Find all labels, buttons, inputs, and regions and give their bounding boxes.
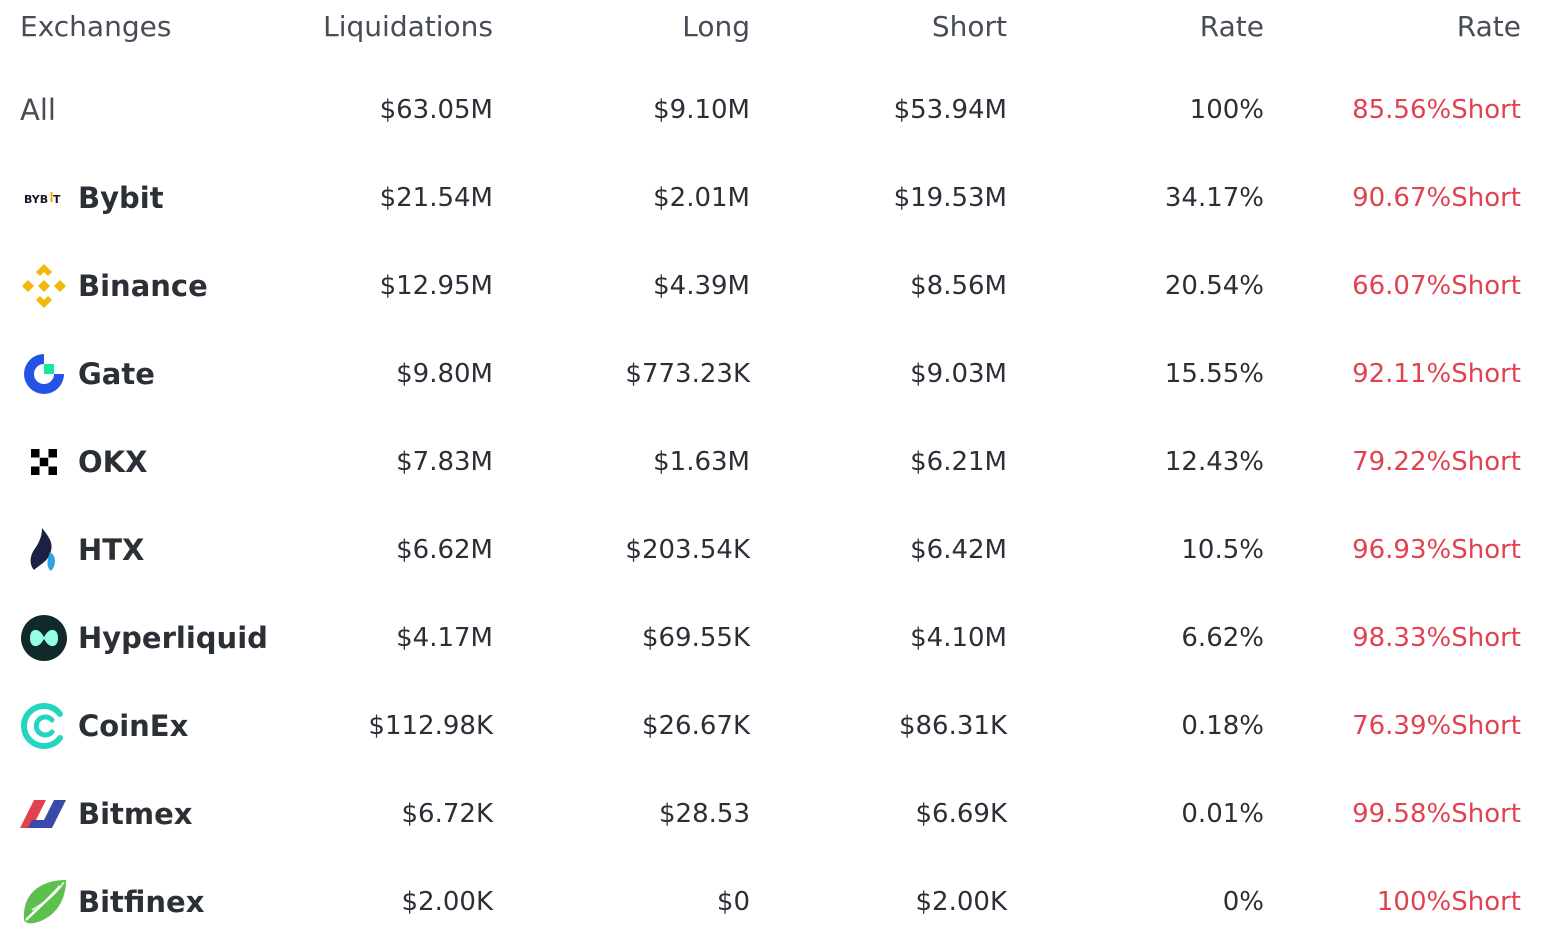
- short-value: $6.42M: [910, 535, 1007, 565]
- exchange-name: Hyperliquid: [78, 621, 268, 655]
- table-row[interactable]: BYB T Bybit $21.54M $2.01M $19.53M 34.17…: [0, 154, 1542, 242]
- rate-value: 0%: [1222, 887, 1264, 917]
- rate-value: 12.43%: [1164, 447, 1264, 477]
- exchange-name: Gate: [78, 357, 155, 391]
- rate-value: 0.18%: [1181, 711, 1264, 741]
- header-rate-side[interactable]: Rate: [1456, 9, 1521, 43]
- liquidations-value: $63.05M: [379, 95, 493, 125]
- svg-text:BYB: BYB: [24, 193, 48, 206]
- liquidations-value: $21.54M: [379, 183, 493, 213]
- bitmex-logo-icon: [20, 790, 68, 838]
- short-value: $8.56M: [910, 271, 1007, 301]
- short-value: $6.69K: [915, 799, 1007, 829]
- exchange-name: Binance: [78, 269, 208, 303]
- htx-logo-icon: [20, 526, 68, 574]
- short-value: $2.00K: [915, 887, 1007, 917]
- short-value: $6.21M: [910, 447, 1007, 477]
- rate-value: 10.5%: [1181, 535, 1264, 565]
- exchange-cell: Hyperliquid: [20, 614, 268, 662]
- exchange-cell: Binance: [20, 262, 208, 310]
- long-value: $9.10M: [653, 95, 750, 125]
- bitfinex-logo-icon: [20, 878, 68, 926]
- short-rate-value: 92.11%Short: [1352, 359, 1521, 389]
- rate-value: 34.17%: [1164, 183, 1264, 213]
- liquidations-value: $9.80M: [396, 359, 493, 389]
- long-value: $773.23K: [625, 359, 750, 389]
- short-value: $9.03M: [910, 359, 1007, 389]
- short-rate-value: 96.93%Short: [1352, 535, 1521, 565]
- exchange-cell: Bitmex: [20, 790, 193, 838]
- short-rate-value: 99.58%Short: [1352, 799, 1521, 829]
- exchange-cell: BYB T Bybit: [20, 174, 164, 222]
- long-value: $2.01M: [653, 183, 750, 213]
- short-rate-value: 85.56%Short: [1352, 95, 1521, 125]
- binance-logo-icon: [20, 262, 68, 310]
- short-rate-value: 79.22%Short: [1352, 447, 1521, 477]
- exchange-cell: OKX: [20, 438, 147, 486]
- hyperliquid-logo-icon: [20, 614, 68, 662]
- short-rate-value: 100%Short: [1376, 887, 1521, 917]
- exchange-name: OKX: [78, 445, 148, 479]
- long-value: $28.53: [659, 799, 750, 829]
- liquidations-value: $112.98K: [368, 711, 493, 741]
- rate-value: 100%: [1189, 95, 1264, 125]
- header-liquidations[interactable]: Liquidations: [323, 9, 493, 43]
- exchange-cell: Bitfinex: [20, 878, 204, 926]
- okx-logo-icon: [20, 438, 68, 486]
- liquidations-value: $12.95M: [379, 271, 493, 301]
- gate-logo-icon: [20, 350, 68, 398]
- exchange-name: Bitfinex: [78, 885, 205, 919]
- short-rate-value: 98.33%Short: [1352, 623, 1521, 653]
- liquidations-value: $7.83M: [396, 447, 493, 477]
- exchange-name: Bitmex: [78, 797, 193, 831]
- table-row[interactable]: HTX $6.62M $203.54K $6.42M 10.5% 96.93%S…: [0, 506, 1542, 594]
- short-value: $86.31K: [898, 711, 1007, 741]
- table-row[interactable]: OKX $7.83M $1.63M $6.21M 12.43% 79.22%Sh…: [0, 418, 1542, 506]
- exchange-name: Bybit: [78, 181, 164, 215]
- table-row[interactable]: CoinEx $112.98K $26.67K $86.31K 0.18% 76…: [0, 682, 1542, 770]
- header-short[interactable]: Short: [931, 9, 1007, 43]
- header-long[interactable]: Long: [682, 9, 750, 43]
- rate-value: 6.62%: [1181, 623, 1264, 653]
- exchange-name: HTX: [78, 533, 145, 567]
- svg-text:T: T: [53, 193, 61, 206]
- liquidations-value: $4.17M: [396, 623, 493, 653]
- short-value: $19.53M: [893, 183, 1007, 213]
- table-header: Exchanges Liquidations Long Short Rate R…: [0, 0, 1542, 70]
- rate-value: 0.01%: [1181, 799, 1264, 829]
- exchange-cell: CoinEx: [20, 702, 188, 750]
- long-value: $69.55K: [641, 623, 750, 653]
- coinex-logo-icon: [20, 702, 68, 750]
- rate-value: 20.54%: [1164, 271, 1264, 301]
- exchange-cell: Gate: [20, 350, 155, 398]
- table-row[interactable]: All $63.05M $9.10M $53.94M 100% 85.56%Sh…: [0, 66, 1542, 154]
- long-value: $203.54K: [625, 535, 750, 565]
- table-row[interactable]: Bitfinex $2.00K $0 $2.00K 0% 100%Short: [0, 858, 1542, 946]
- long-value: $0: [716, 887, 750, 917]
- long-value: $4.39M: [653, 271, 750, 301]
- header-exchanges: Exchanges: [20, 9, 172, 43]
- liquidations-value: $6.62M: [396, 535, 493, 565]
- short-rate-value: 66.07%Short: [1352, 271, 1521, 301]
- exchange-cell: All: [20, 93, 56, 127]
- short-rate-value: 90.67%Short: [1352, 183, 1521, 213]
- exchange-name: All: [20, 93, 56, 127]
- table-row[interactable]: Hyperliquid $4.17M $69.55K $4.10M 6.62% …: [0, 594, 1542, 682]
- exchange-cell: HTX: [20, 526, 144, 574]
- liquidations-value: $2.00K: [401, 887, 493, 917]
- header-rate[interactable]: Rate: [1199, 9, 1264, 43]
- long-value: $26.67K: [641, 711, 750, 741]
- short-rate-value: 76.39%Short: [1352, 711, 1521, 741]
- bybit-logo-icon: BYB T: [20, 174, 68, 222]
- rate-value: 15.55%: [1164, 359, 1264, 389]
- short-value: $4.10M: [910, 623, 1007, 653]
- liquidations-value: $6.72K: [401, 799, 493, 829]
- table-row[interactable]: Binance $12.95M $4.39M $8.56M 20.54% 66.…: [0, 242, 1542, 330]
- short-value: $53.94M: [893, 95, 1007, 125]
- table-row[interactable]: Bitmex $6.72K $28.53 $6.69K 0.01% 99.58%…: [0, 770, 1542, 858]
- exchange-name: CoinEx: [78, 709, 189, 743]
- long-value: $1.63M: [653, 447, 750, 477]
- table-row[interactable]: Gate $9.80M $773.23K $9.03M 15.55% 92.11…: [0, 330, 1542, 418]
